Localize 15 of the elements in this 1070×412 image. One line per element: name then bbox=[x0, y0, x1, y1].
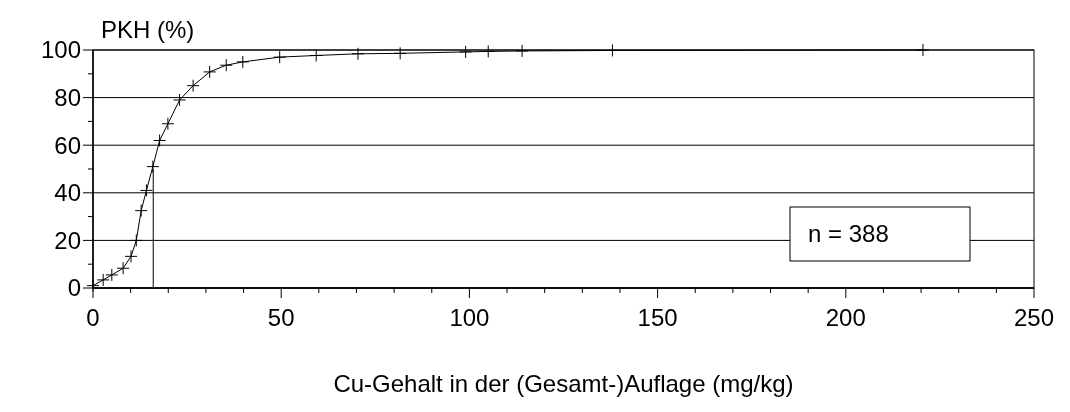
y-tick-label: 80 bbox=[54, 84, 81, 111]
x-tick-label: 50 bbox=[267, 304, 295, 331]
x-tick-label: 250 bbox=[1013, 304, 1055, 331]
x-axis-title: Cu-Gehalt in der (Gesamt-)Auflage (mg/kg) bbox=[333, 370, 794, 397]
x-tick-label: 200 bbox=[825, 304, 866, 331]
x-tick-label: 0 bbox=[86, 304, 100, 331]
y-axis-title: PKH (%) bbox=[101, 16, 195, 43]
x-tick-label: 150 bbox=[637, 304, 678, 331]
x-tick-label: 100 bbox=[449, 304, 490, 331]
y-tick-label: 100 bbox=[40, 36, 81, 64]
annotation: n = 388 bbox=[808, 220, 889, 248]
y-tick-label: 40 bbox=[54, 179, 81, 207]
y-tick-label: 0 bbox=[67, 274, 81, 302]
y-tick-label: 20 bbox=[54, 226, 81, 254]
y-tick-label: 60 bbox=[54, 131, 81, 159]
